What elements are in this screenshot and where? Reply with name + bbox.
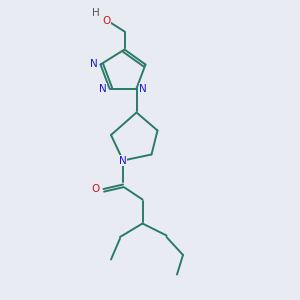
- Text: H: H: [92, 8, 100, 19]
- Text: N: N: [90, 59, 98, 69]
- Text: O: O: [92, 184, 100, 194]
- Text: N: N: [139, 83, 147, 94]
- Text: N: N: [119, 155, 127, 166]
- Text: O: O: [102, 16, 111, 26]
- Text: N: N: [99, 83, 107, 94]
